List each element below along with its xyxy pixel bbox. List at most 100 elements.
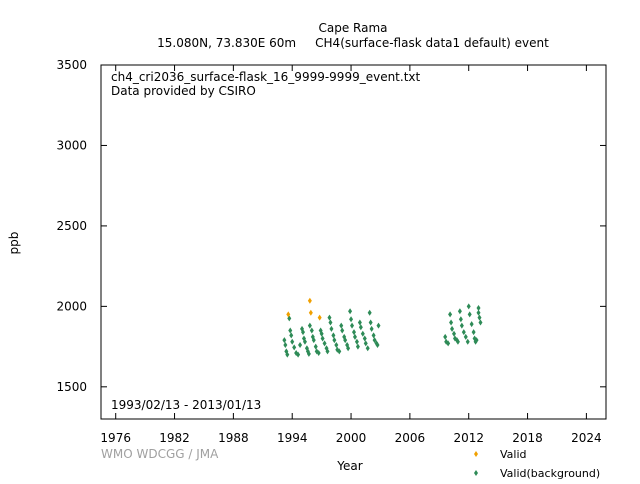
data-point-background [476, 309, 481, 316]
data-point-background [348, 308, 353, 315]
data-point-background [362, 335, 367, 342]
data-point-background [465, 338, 470, 345]
data-point-background [452, 330, 457, 337]
data-point-background [319, 330, 324, 337]
data-point-background [332, 337, 337, 344]
legend-marker-valid [474, 451, 478, 457]
data-point-background [376, 322, 381, 329]
x-tick-label: 1976 [100, 431, 131, 445]
data-point-background [369, 325, 374, 332]
data-point-background [477, 314, 482, 321]
data-point-background [331, 332, 336, 339]
data-point-background [448, 311, 453, 318]
data-point-background [458, 316, 463, 323]
data-point-background [457, 308, 462, 315]
y-tick-label: 3500 [56, 58, 87, 72]
data-point-background [313, 343, 318, 350]
data-point-background [471, 329, 476, 336]
data-point-background [337, 348, 342, 355]
data-point-background [298, 341, 303, 348]
data-point-background [301, 329, 305, 336]
data-point-background [368, 319, 373, 326]
data-point-background [340, 327, 345, 334]
data-point-background [311, 337, 316, 344]
x-tick-label: 2024 [571, 431, 602, 445]
data-point-background [306, 350, 311, 357]
data-point-background [463, 333, 468, 340]
data-point-background [339, 322, 344, 329]
x-tick-label: 2000 [336, 431, 367, 445]
data-point-background [474, 337, 479, 344]
data-point-background [282, 337, 287, 344]
plot-area [100, 64, 607, 420]
data-point-background [309, 327, 314, 334]
data-point-background [365, 345, 370, 352]
data-point-background [355, 343, 360, 350]
x-axis: 1976 1982 1988 1994 2000 2006 2012 2018 2024 [100, 65, 602, 445]
data-point-background [469, 321, 474, 328]
data-point-valid [317, 314, 322, 321]
data-point-valid [308, 309, 313, 316]
x-axis-label: Year [336, 459, 362, 473]
y-tick-label: 3000 [56, 138, 87, 152]
data-point-background [349, 316, 354, 323]
data-point-background [443, 333, 448, 340]
x-tick-label: 2006 [395, 431, 426, 445]
data-point-background [375, 341, 380, 348]
data-point-background [466, 303, 471, 310]
data-point-background [476, 304, 481, 311]
data-point-valid [286, 311, 291, 318]
watermark: WMO WDCGG / JMA [101, 447, 219, 461]
data-point-background [334, 341, 339, 348]
data-point-background [320, 335, 325, 342]
data-point-background [455, 338, 460, 345]
data-point-background [478, 319, 483, 326]
data-point-background [350, 322, 355, 329]
chart-title: Cape Rama [318, 21, 387, 35]
y-axis: 1500 2000 2500 3000 3500 [56, 58, 606, 394]
provider-annotation: Data provided by CSIRO [111, 84, 256, 98]
data-point-background [351, 329, 356, 336]
legend: Valid Valid(background) [474, 448, 600, 480]
data-point-background [449, 319, 454, 326]
data-point-background [343, 337, 348, 344]
data-point-background [327, 314, 332, 321]
data-point-background [285, 351, 290, 358]
legend-marker-background [474, 470, 478, 476]
y-tick-label: 2000 [56, 299, 87, 313]
data-point-background [307, 322, 312, 329]
data-point-background [289, 332, 294, 339]
date-range-annotation: 1993/02/13 - 2013/01/13 [111, 398, 261, 412]
data-point-background [461, 329, 466, 336]
data-point-background [363, 340, 368, 347]
data-point-background [372, 337, 377, 344]
x-tick-label: 2018 [512, 431, 543, 445]
data-point-background [352, 333, 357, 340]
data-point-background [367, 309, 372, 316]
x-tick-label: 1994 [277, 431, 308, 445]
chart-subtitle: 15.080N, 73.830E 60m CH4(surface-flask d… [157, 36, 549, 50]
data-point-background [446, 340, 451, 347]
data-point-background [328, 319, 333, 326]
data-point-background [302, 338, 307, 345]
data-point-background [325, 348, 330, 355]
data-point-background [354, 338, 359, 345]
x-tick-label: 1982 [159, 431, 190, 445]
y-tick-label: 1500 [56, 380, 87, 394]
data-point-background [322, 340, 327, 347]
x-tick-label: 2012 [453, 431, 484, 445]
y-tick-label: 2500 [56, 219, 87, 233]
data-point-background [357, 319, 362, 326]
y-axis-label: ppb [7, 232, 21, 255]
legend-label-background: Valid(background) [500, 467, 600, 480]
data-point-background [288, 327, 293, 334]
data-point-background [329, 325, 334, 332]
file-annotation: ch4_cri2036_surface-flask_16_9999-9999_e… [111, 70, 421, 84]
data-point-valid [307, 297, 312, 304]
data-point-background [358, 324, 363, 331]
data-point-background [467, 311, 472, 318]
data-point-background [346, 345, 351, 352]
data-point-background [450, 325, 455, 332]
x-tick-label: 1988 [218, 431, 249, 445]
data-point-background [371, 332, 376, 339]
